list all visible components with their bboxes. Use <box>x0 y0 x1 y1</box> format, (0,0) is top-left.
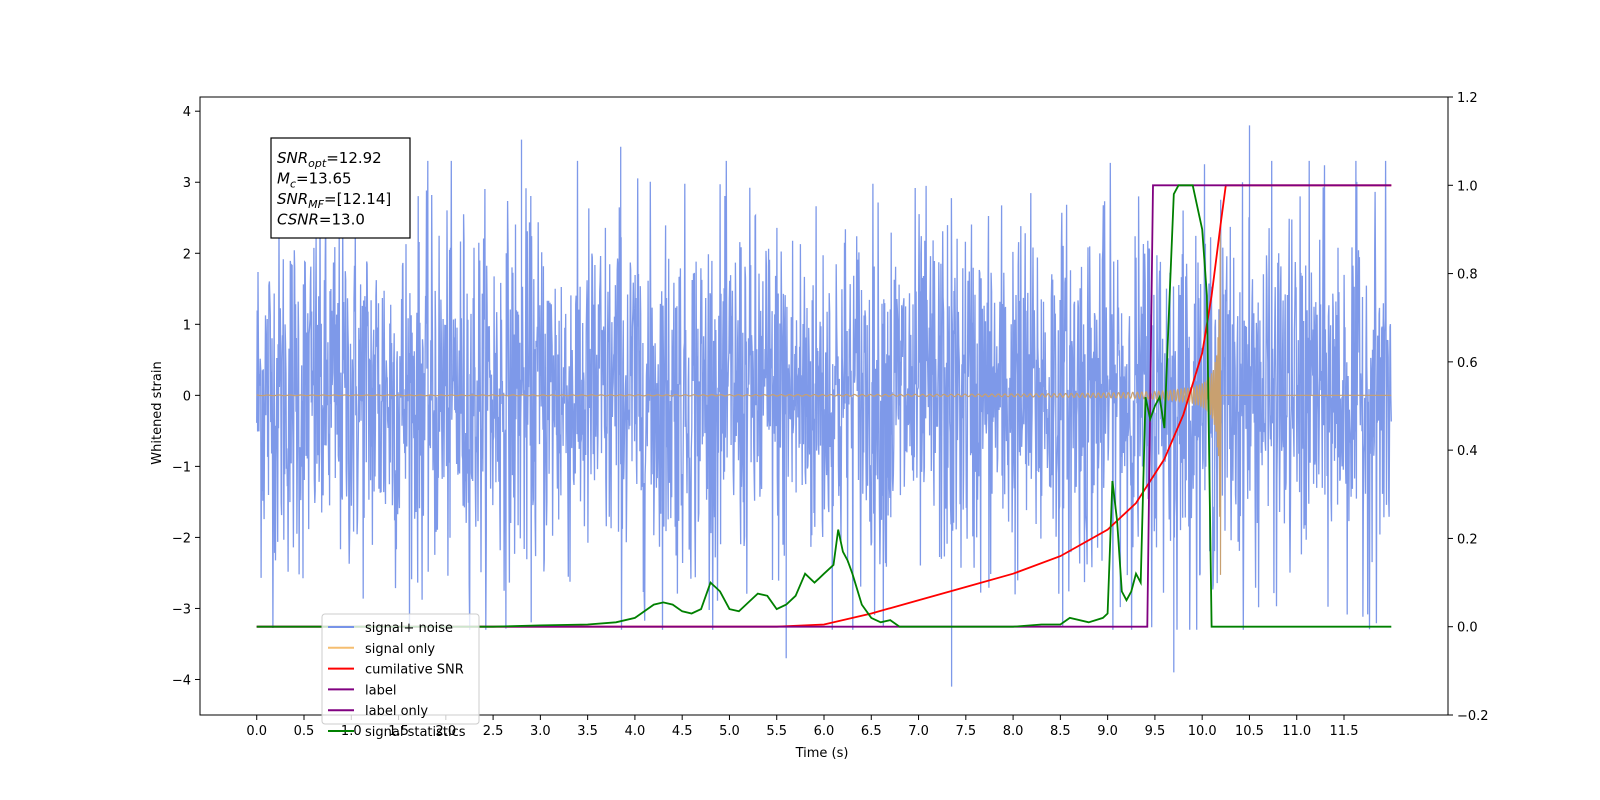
series-label <box>256 184 1392 628</box>
annotation-line: CSNR=13.0 <box>277 211 365 229</box>
x-tick-label: 7.5 <box>955 724 976 739</box>
y-left-tick-label: 4 <box>183 105 191 120</box>
x-tick-label: 3.5 <box>577 724 598 739</box>
axes: 0.0 0.5 1.0 1.5 2.0 2.5 3.0 3.5 4.0 4.5 5.0 5.5 6.0 6… <box>172 91 1489 739</box>
series-signal-only <box>256 231 1392 575</box>
legend-label: label only <box>365 704 428 719</box>
legend: signal+ noise signal only cumilative SNR la… <box>321 613 480 740</box>
x-tick-label: 10.0 <box>1188 724 1217 739</box>
y-right-tick-label: 0.8 <box>1457 268 1478 283</box>
series-signal-statistics <box>256 184 1392 628</box>
x-tick-label: 0.5 <box>294 724 315 739</box>
x-axis-label: Time (s) <box>795 746 849 761</box>
x-tick-label: 5.5 <box>766 724 787 739</box>
y-right-tick-label: 1.2 <box>1457 91 1478 106</box>
series-signal-noise <box>256 125 1392 687</box>
y-right-tick-label: −0.2 <box>1457 709 1489 724</box>
y-axis-label: Whitened strain <box>150 361 165 464</box>
y-left-tick-label: −3 <box>172 602 191 617</box>
y-right-tick-label: 1.0 <box>1457 179 1478 194</box>
annotation-line: SNRopt=12.92 <box>277 149 382 170</box>
legend-label: cumilative SNR <box>365 663 464 678</box>
legend-label: signal only <box>365 642 435 657</box>
plot-area <box>256 125 1392 687</box>
series-cumilative-snr <box>256 184 1392 628</box>
y-left-tick-label: −4 <box>172 673 191 688</box>
y-left-tick-label: −2 <box>172 531 191 546</box>
x-tick-label: 1.5 <box>388 724 409 739</box>
x-tick-label: 4.5 <box>672 724 693 739</box>
legend-label: signal statistics <box>365 725 466 740</box>
legend-label: label <box>365 683 396 698</box>
x-tick-label: 0.0 <box>246 724 267 739</box>
annotation-box: SNRopt=12.92Mc=13.65SNRMF=[12.14]CSNR=13… <box>270 137 411 239</box>
legend-frame <box>321 613 480 725</box>
x-tick-label: 6.0 <box>814 724 835 739</box>
y-right-tick-label: 0.0 <box>1457 621 1478 636</box>
x-tick-label: 2.0 <box>435 724 456 739</box>
x-tick-label: 9.5 <box>1145 724 1166 739</box>
y-left-tick-label: 0 <box>183 389 191 404</box>
y-left-tick-label: 1 <box>183 318 191 333</box>
x-tick-label: 8.5 <box>1050 724 1071 739</box>
y-left-tick-label: 2 <box>183 247 191 262</box>
y-right-tick-label: 0.6 <box>1457 356 1478 371</box>
annotation-frame <box>270 137 411 239</box>
x-tick-label: 11.5 <box>1330 724 1359 739</box>
x-tick-label: 9.0 <box>1097 724 1118 739</box>
annotation-line: SNRMF=[12.14] <box>277 190 391 211</box>
x-tick-label: 11.0 <box>1282 724 1311 739</box>
y-right-tick-label: 0.2 <box>1457 532 1478 547</box>
x-tick-label: 6.5 <box>861 724 882 739</box>
legend-label: signal+ noise <box>365 621 453 636</box>
x-tick-label: 4.0 <box>625 724 646 739</box>
annotation-line: Mc=13.65 <box>277 170 352 191</box>
x-tick-label: 2.5 <box>483 724 504 739</box>
x-tick-label: 5.0 <box>719 724 740 739</box>
y-left-tick-label: 3 <box>183 176 191 191</box>
y-right-tick-label: 0.4 <box>1457 444 1478 459</box>
y-left-tick-label: −1 <box>172 460 191 475</box>
x-tick-label: 10.5 <box>1235 724 1264 739</box>
x-tick-label: 7.0 <box>908 724 929 739</box>
x-tick-label: 3.0 <box>530 724 551 739</box>
x-tick-label: 8.0 <box>1003 724 1024 739</box>
